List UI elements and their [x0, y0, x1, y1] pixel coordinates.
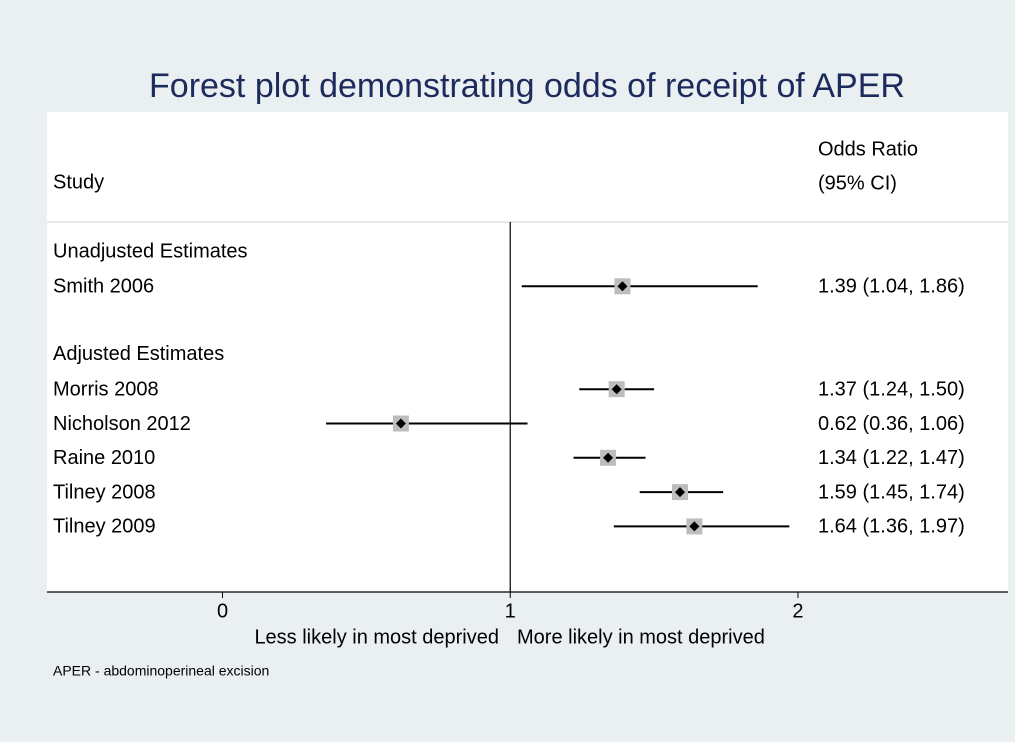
right-label: More likely in most deprived — [517, 626, 765, 648]
x-tick-label: 1 — [505, 600, 516, 622]
note: APER - abdominoperineal excision — [53, 663, 269, 679]
estimate-label: 1.34 (1.22, 1.47) — [818, 447, 965, 469]
study-label: Smith 2006 — [53, 276, 154, 298]
study-label: Nicholson 2012 — [53, 413, 191, 435]
estimate-header: (95% CI) — [818, 172, 897, 194]
x-tick-label: 2 — [792, 600, 803, 622]
point-estimate — [611, 384, 622, 395]
chart-title: Forest plot demonstrating odds of receip… — [149, 67, 905, 105]
estimate-label: 0.62 (0.36, 1.06) — [818, 413, 965, 435]
plot-panel — [47, 112, 1008, 592]
group-label: Unadjusted Estimates — [53, 240, 248, 262]
study-label: Tilney 2009 — [53, 516, 156, 538]
point-estimate — [689, 521, 700, 532]
point-estimate — [674, 487, 685, 498]
estimate-label: 1.37 (1.24, 1.50) — [818, 378, 965, 400]
point-estimate — [603, 452, 614, 463]
study-label: Morris 2008 — [53, 378, 159, 400]
estimate-label: 1.39 (1.04, 1.86) — [818, 276, 965, 298]
study-header: Study — [53, 171, 104, 193]
estimate-label: 1.59 (1.45, 1.74) — [818, 481, 965, 503]
point-estimate — [395, 418, 406, 429]
left-label: Less likely in most deprived — [254, 626, 499, 648]
study-label: Raine 2010 — [53, 447, 155, 469]
x-tick-label: 0 — [217, 600, 228, 622]
group-label: Adjusted Estimates — [53, 343, 224, 365]
point-estimate — [617, 281, 628, 292]
study-label: Tilney 2008 — [53, 481, 156, 503]
estimate-label: 1.64 (1.36, 1.97) — [818, 516, 965, 538]
estimate-header: Odds Ratio — [818, 138, 918, 160]
